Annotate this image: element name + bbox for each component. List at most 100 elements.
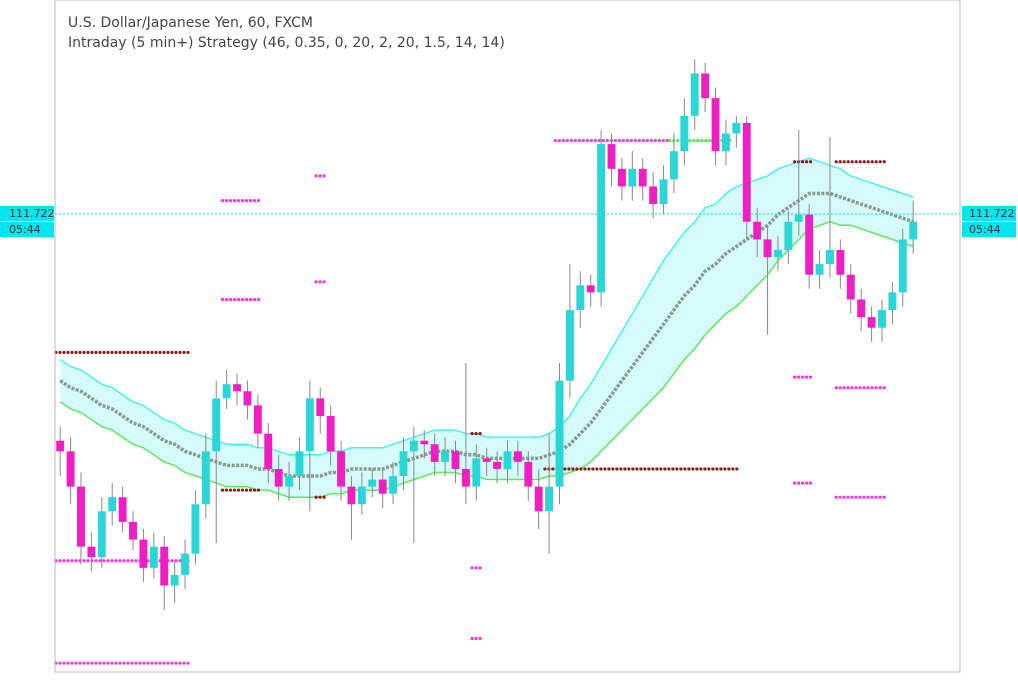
level-dot (142, 661, 146, 665)
level-dot (834, 160, 838, 164)
level-dot (162, 661, 166, 665)
candle-body (898, 239, 907, 293)
candle-body (784, 221, 793, 251)
candle-body (160, 546, 169, 586)
level-dot (659, 467, 663, 471)
level-dot (106, 661, 110, 665)
level-dot (220, 488, 225, 492)
level-dot (86, 661, 90, 665)
candle-body (326, 415, 335, 452)
level-dot (232, 488, 237, 492)
level-dot (478, 432, 482, 436)
level-dot (228, 198, 233, 203)
candle-body (669, 151, 678, 180)
chart-title: U.S. Dollar/Japanese Yen, 60, FXCM (68, 15, 313, 31)
level-dot (240, 198, 245, 203)
level-dot (248, 297, 253, 302)
candle-body (503, 451, 512, 469)
level-dot (551, 467, 555, 471)
level-dot (645, 138, 650, 143)
candle-body (389, 476, 398, 494)
level-dot (470, 432, 474, 436)
level-dot (322, 495, 326, 499)
level-dot (244, 297, 249, 302)
level-dot (474, 432, 478, 436)
level-dot (696, 138, 700, 143)
level-dot (62, 350, 66, 355)
candle-body (732, 122, 741, 134)
candle-body (233, 384, 241, 392)
level-dot (842, 495, 846, 499)
level-dot (587, 467, 591, 471)
level-dot (846, 160, 850, 164)
candle-body (441, 451, 450, 462)
level-dot (850, 386, 854, 390)
level-dot (838, 160, 842, 164)
candle-body (181, 553, 189, 575)
level-dot (90, 661, 94, 665)
candle-body (607, 144, 616, 169)
level-dot (850, 160, 854, 164)
candle-body (274, 468, 283, 487)
candle-body (815, 264, 824, 275)
level-dot (110, 350, 114, 355)
candle-body (451, 451, 460, 469)
level-dot (723, 467, 727, 471)
level-dot (114, 350, 118, 355)
candle-body (264, 433, 273, 469)
level-dot (314, 174, 318, 178)
level-dot (599, 467, 603, 471)
candle-body (378, 479, 387, 494)
chart-subtitle: Intraday (5 min+) Strategy (46, 0.35, 0,… (68, 35, 505, 51)
level-dot (474, 566, 478, 570)
level-dot (611, 467, 615, 471)
level-dot (589, 138, 594, 143)
candle-body (347, 486, 356, 505)
level-dot (244, 488, 249, 492)
level-dot (130, 350, 134, 355)
candle-body (461, 468, 470, 487)
level-dot (94, 559, 98, 563)
level-dot (577, 138, 582, 143)
level-dot (874, 160, 878, 164)
candle-body (836, 250, 845, 275)
candle-body (597, 144, 606, 293)
level-dot (707, 467, 711, 471)
level-dot (543, 467, 547, 471)
level-dot (866, 386, 870, 390)
level-dot (126, 661, 130, 665)
candle-body (295, 451, 304, 477)
level-dot (66, 661, 70, 665)
level-dot (70, 661, 74, 665)
level-dot (617, 138, 622, 143)
level-dot (106, 559, 110, 563)
candle-body (628, 168, 637, 187)
level-dot (683, 467, 687, 471)
level-dot (94, 350, 98, 355)
level-dot (90, 559, 94, 563)
level-dot (94, 661, 98, 665)
time-tag (0, 221, 54, 237)
level-dot (699, 467, 703, 471)
level-dot (146, 661, 150, 665)
level-dot (150, 350, 154, 355)
level-dot (801, 481, 805, 485)
candle-body (742, 122, 751, 222)
level-dot (691, 467, 695, 471)
candle-body (149, 546, 158, 568)
level-dot (805, 160, 809, 164)
level-dot (627, 467, 631, 471)
level-dot (805, 481, 809, 485)
candle-body (420, 440, 429, 445)
candle-body (472, 458, 481, 487)
price-tag-label: 111.722 (969, 207, 1015, 220)
level-dot (583, 467, 587, 471)
candle-body (576, 285, 585, 311)
level-dot (661, 138, 666, 143)
level-dot (565, 138, 570, 143)
level-dot (801, 375, 805, 379)
level-dot (82, 661, 86, 665)
level-dot (146, 350, 150, 355)
candle-body (826, 250, 834, 265)
level-dot (641, 138, 646, 143)
